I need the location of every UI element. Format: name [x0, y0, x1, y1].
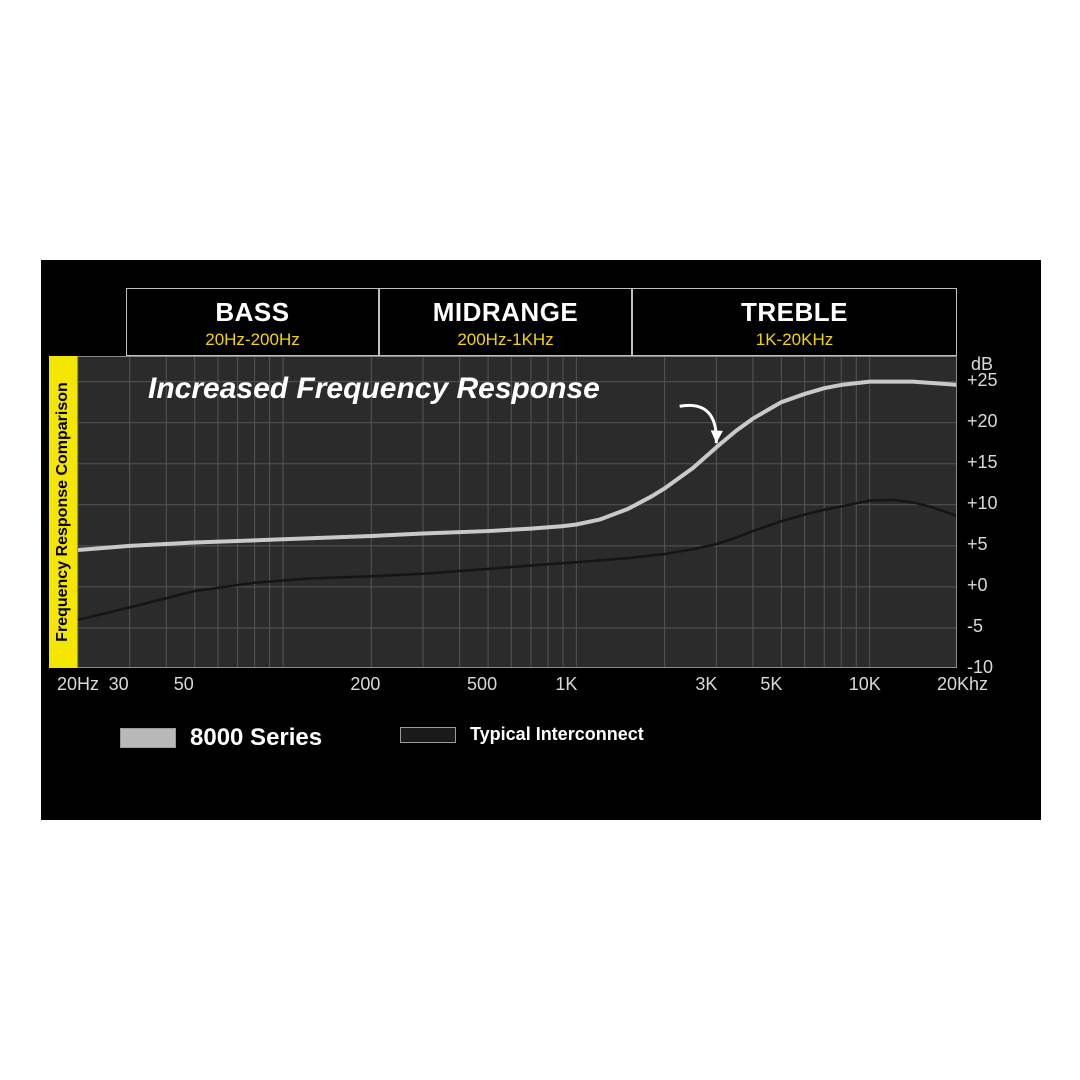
y-axis-label-bar: Frequency Response Comparison — [49, 356, 77, 668]
annotation-text: Increased Frequency Response — [148, 372, 600, 406]
x-tick-label: 50 — [174, 674, 194, 695]
band-subtitle: 20Hz-200Hz — [127, 330, 378, 350]
band-title: BASS — [127, 297, 378, 328]
x-tick-label: 1K — [555, 674, 577, 695]
y-tick-label: +5 — [967, 534, 988, 555]
y-tick-label: +15 — [967, 452, 998, 473]
band-box: TREBLE1K-20KHz — [632, 288, 957, 356]
x-tick-label: 500 — [467, 674, 497, 695]
y-axis-label: Frequency Response Comparison — [54, 382, 72, 642]
x-tick-label: 30 — [109, 674, 129, 695]
band-box: BASS20Hz-200Hz — [126, 288, 379, 356]
band-subtitle: 200Hz-1KHz — [380, 330, 631, 350]
legend-swatch — [400, 727, 456, 743]
legend-label: Typical Interconnect — [470, 724, 644, 745]
y-tick-label: +10 — [967, 493, 998, 514]
x-tick-label: 10K — [849, 674, 881, 695]
y-tick-label: +20 — [967, 411, 998, 432]
x-tick-label: 20Khz — [937, 674, 988, 695]
y-tick-label: -5 — [967, 616, 983, 637]
band-title: TREBLE — [633, 297, 956, 328]
x-tick-label: 20Hz — [57, 674, 99, 695]
x-tick-label: 200 — [350, 674, 380, 695]
y-tick-label: +0 — [967, 575, 988, 596]
band-subtitle: 1K-20KHz — [633, 330, 956, 350]
x-tick-label: 3K — [695, 674, 717, 695]
series-line — [78, 500, 957, 620]
canvas: Frequency Response Comparison BASS20Hz-2… — [0, 0, 1080, 1080]
band-title: MIDRANGE — [380, 297, 631, 328]
legend-item: Typical Interconnect — [400, 724, 644, 745]
series-line — [78, 382, 957, 550]
legend-label: 8000 Series — [190, 724, 322, 752]
y-unit-label: dB — [971, 354, 993, 375]
legend-swatch — [120, 728, 176, 748]
band-box: MIDRANGE200Hz-1KHz — [379, 288, 632, 356]
x-tick-label: 5K — [760, 674, 782, 695]
legend-item: 8000 Series — [120, 724, 322, 752]
